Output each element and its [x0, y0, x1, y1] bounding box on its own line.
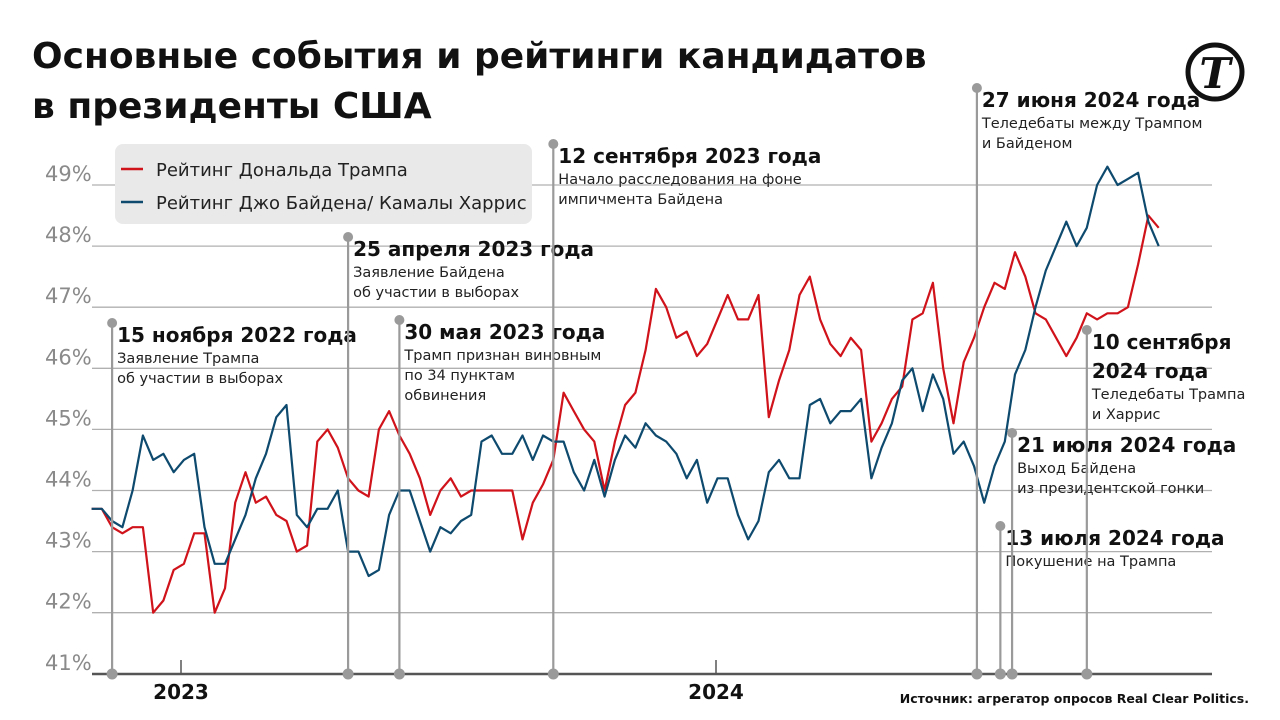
event-markers: 15 ноября 2022 года Заявление Трампа об уч… — [106, 83, 1245, 680]
event-title: 2024 года — [1092, 359, 1208, 383]
event-description: импичмента Байдена — [558, 192, 723, 208]
series-line-trump — [91, 214, 1160, 614]
event-description: Покушение на Трампа — [1005, 554, 1176, 570]
event-dot-axis — [393, 668, 405, 680]
event-marker: 13 июля 2024 года Покушение на Трампа — [994, 521, 1225, 680]
chart-title-line-1: Основные события и рейтинги кандидатов — [32, 36, 927, 77]
event-title: 27 июня 2024 года — [982, 88, 1200, 112]
series-lines — [91, 165, 1160, 614]
event-description: Заявление Байдена — [353, 265, 505, 281]
event-description: Начало расследования на фоне — [558, 172, 801, 188]
event-marker: 12 сентября 2023 года Начало расследовани… — [547, 139, 821, 680]
event-marker: 27 июня 2024 года Теледебаты между Трампо… — [971, 83, 1202, 680]
x-tick-label: 2024 — [688, 680, 744, 704]
event-dot-axis — [547, 668, 559, 680]
x-tick-label: 2023 — [153, 680, 209, 704]
event-description: Выход Байдена — [1017, 461, 1136, 477]
y-tick-label: 47% — [45, 284, 92, 308]
event-dot-top — [343, 232, 354, 242]
event-description: обвинения — [404, 388, 486, 404]
legend: Рейтинг Дональда Трампа Рейтинг Джо Байд… — [115, 144, 532, 224]
logo-ring — [1185, 42, 1245, 102]
y-tick-label: 41% — [45, 651, 92, 675]
logo-letter: Т — [1199, 49, 1233, 98]
event-description: Трамп признан виновным — [403, 348, 601, 364]
x-axis-labels: 2023 2024 — [153, 660, 744, 704]
event-dot-top — [394, 315, 405, 325]
event-description: об участии в выборах — [353, 285, 519, 301]
series-line-biden-harris — [91, 165, 1160, 578]
legend-label-biden-harris: Рейтинг Джо Байдена/ Камалы Харрис — [156, 193, 527, 214]
chart-title-line-2: в президенты США — [32, 86, 432, 127]
event-title: 10 сентября — [1092, 330, 1232, 354]
event-description: и Байденом — [982, 136, 1073, 152]
y-tick-label: 49% — [45, 162, 92, 186]
event-marker: 15 ноября 2022 года Заявление Трампа об уч… — [106, 318, 357, 680]
event-dot-top — [995, 521, 1006, 531]
y-tick-label: 48% — [45, 223, 92, 247]
y-axis-labels: 41% 42% 43% 44% 45% 46% 47% 48% 49% — [45, 162, 92, 675]
event-dot-top — [1081, 325, 1092, 335]
event-dot-axis — [1081, 668, 1093, 680]
event-description: Теледебаты между Трампом — [981, 116, 1203, 132]
y-tick-label: 46% — [45, 345, 92, 369]
event-marker: 30 мая 2023 года Трамп признан виновным по… — [393, 315, 605, 680]
event-dot-axis — [1006, 668, 1018, 680]
y-tick-label: 45% — [45, 406, 92, 430]
event-dot-axis — [342, 668, 354, 680]
event-dot-top — [1007, 428, 1018, 438]
event-description: об участии в выборах — [117, 371, 283, 387]
event-dot-axis — [994, 668, 1006, 680]
event-title: 15 ноября 2022 года — [117, 323, 357, 347]
event-dot-top — [107, 318, 118, 328]
logo: Т — [1185, 42, 1245, 102]
event-title: 13 июля 2024 года — [1005, 526, 1224, 550]
event-dot-top — [548, 139, 559, 149]
y-tick-label: 44% — [45, 468, 92, 492]
event-description: по 34 пунктам — [404, 368, 515, 384]
event-dot-axis — [971, 668, 983, 680]
event-title: 12 сентября 2023 года — [558, 144, 821, 168]
event-description: Теледебаты Трампа — [1091, 387, 1246, 403]
event-description: и Харрис — [1092, 407, 1161, 423]
event-marker: 10 сентября 2024 года Теледебаты Трампа и Х… — [1081, 325, 1245, 680]
event-marker: 21 июля 2024 года Выход Байдена из президе… — [1006, 428, 1236, 680]
source-note: Источник: агрегатор опросов Real Clear P… — [900, 691, 1249, 706]
legend-box — [115, 144, 532, 224]
event-title: 30 мая 2023 года — [404, 320, 605, 344]
y-tick-label: 43% — [45, 529, 92, 553]
event-title: 21 июля 2024 года — [1017, 433, 1236, 457]
event-title: 25 апреля 2023 года — [353, 237, 594, 261]
legend-label-trump: Рейтинг Дональда Трампа — [156, 160, 408, 181]
y-tick-label: 42% — [45, 590, 92, 614]
event-dot-axis — [106, 668, 118, 680]
event-dot-top — [971, 83, 982, 93]
event-description: Заявление Трампа — [117, 351, 259, 367]
event-description: из президентской гонки — [1017, 481, 1204, 497]
